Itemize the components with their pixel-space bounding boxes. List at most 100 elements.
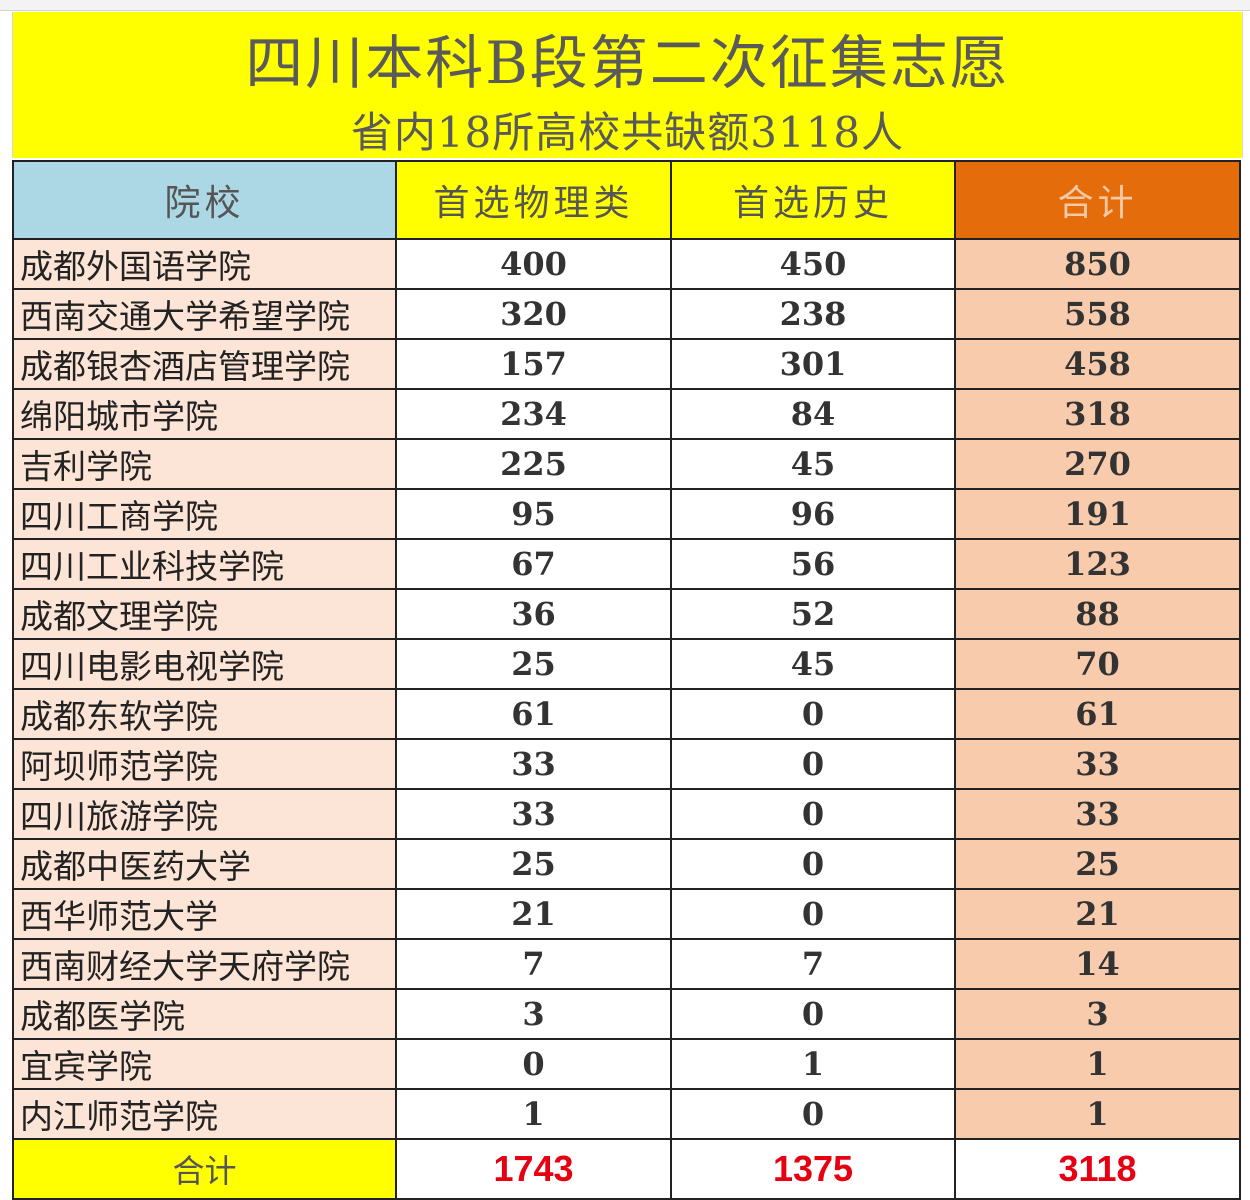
physics-cell[interactable]: 1	[395, 1088, 672, 1140]
total-cell[interactable]: 270	[954, 438, 1241, 490]
summary-row: 合计 1743 1375 3118	[12, 1138, 1241, 1200]
physics-cell[interactable]: 61	[395, 688, 672, 740]
table-row: 绵阳城市学院 234 84 318	[12, 388, 1241, 440]
header-school[interactable]: 院校	[12, 160, 397, 240]
physics-cell[interactable]: 33	[395, 788, 672, 840]
header-physics[interactable]: 首选物理类	[395, 160, 672, 240]
banner-subtitle: 省内18所高校共缺额3118人	[350, 108, 905, 157]
total-cell[interactable]: 21	[954, 888, 1241, 940]
history-cell[interactable]: 450	[670, 238, 956, 290]
physics-cell[interactable]: 157	[395, 338, 672, 390]
banner-title: 四川本科B段第二次征集志愿	[245, 29, 1010, 97]
header-total[interactable]: 合计	[954, 160, 1241, 240]
physics-cell[interactable]: 25	[395, 638, 672, 690]
physics-cell[interactable]: 95	[395, 488, 672, 540]
history-cell[interactable]: 45	[670, 438, 956, 490]
history-cell[interactable]: 1	[670, 1038, 956, 1090]
table-row: 成都银杏酒店管理学院 157 301 458	[12, 338, 1241, 390]
physics-cell[interactable]: 3	[395, 988, 672, 1040]
school-cell[interactable]: 西南财经大学天府学院	[12, 938, 397, 990]
school-cell[interactable]: 绵阳城市学院	[12, 388, 397, 440]
physics-cell[interactable]: 320	[395, 288, 672, 340]
school-cell[interactable]: 吉利学院	[12, 438, 397, 490]
school-cell[interactable]: 成都医学院	[12, 988, 397, 1040]
physics-cell[interactable]: 21	[395, 888, 672, 940]
school-cell[interactable]: 成都外国语学院	[12, 238, 397, 290]
total-cell[interactable]: 3	[954, 988, 1241, 1040]
history-cell[interactable]: 238	[670, 288, 956, 340]
table-row: 成都东软学院 61 0 61	[12, 688, 1241, 740]
table-row: 内江师范学院 1 0 1	[12, 1088, 1241, 1140]
total-cell[interactable]: 33	[954, 788, 1241, 840]
physics-cell[interactable]: 67	[395, 538, 672, 590]
table-row: 吉利学院 225 45 270	[12, 438, 1241, 490]
school-cell[interactable]: 四川旅游学院	[12, 788, 397, 840]
history-cell[interactable]: 301	[670, 338, 956, 390]
total-cell[interactable]: 88	[954, 588, 1241, 640]
table-row: 西南交通大学希望学院 320 238 558	[12, 288, 1241, 340]
physics-cell[interactable]: 25	[395, 838, 672, 890]
title-banner: 四川本科B段第二次征集志愿 省内18所高校共缺额3118人	[12, 12, 1243, 158]
school-cell[interactable]: 西华师范大学	[12, 888, 397, 940]
history-cell[interactable]: 56	[670, 538, 956, 590]
physics-cell[interactable]: 234	[395, 388, 672, 440]
history-cell[interactable]: 0	[670, 888, 956, 940]
physics-cell[interactable]: 400	[395, 238, 672, 290]
school-cell[interactable]: 四川工商学院	[12, 488, 397, 540]
history-cell[interactable]: 7	[670, 938, 956, 990]
total-cell[interactable]: 458	[954, 338, 1241, 390]
physics-cell[interactable]: 33	[395, 738, 672, 790]
school-cell[interactable]: 成都东软学院	[12, 688, 397, 740]
summary-label[interactable]: 合计	[12, 1138, 397, 1200]
school-cell[interactable]: 内江师范学院	[12, 1088, 397, 1140]
table-row: 成都医学院 3 0 3	[12, 988, 1241, 1040]
history-cell[interactable]: 52	[670, 588, 956, 640]
table-row: 四川旅游学院 33 0 33	[12, 788, 1241, 840]
total-cell[interactable]: 318	[954, 388, 1241, 440]
total-cell[interactable]: 25	[954, 838, 1241, 890]
total-cell[interactable]: 850	[954, 238, 1241, 290]
table-row: 四川工业科技学院 67 56 123	[12, 538, 1241, 590]
history-cell[interactable]: 0	[670, 688, 956, 740]
total-cell[interactable]: 123	[954, 538, 1241, 590]
physics-cell[interactable]: 225	[395, 438, 672, 490]
history-cell[interactable]: 0	[670, 1088, 956, 1140]
summary-physics[interactable]: 1743	[395, 1138, 672, 1200]
school-cell[interactable]: 成都文理学院	[12, 588, 397, 640]
school-cell[interactable]: 宜宾学院	[12, 1038, 397, 1090]
total-cell[interactable]: 14	[954, 938, 1241, 990]
total-cell[interactable]: 33	[954, 738, 1241, 790]
table-row: 四川电影电视学院 25 45 70	[12, 638, 1241, 690]
total-cell[interactable]: 1	[954, 1038, 1241, 1090]
table-row: 西华师范大学 21 0 21	[12, 888, 1241, 940]
header-history[interactable]: 首选历史	[670, 160, 956, 240]
total-cell[interactable]: 191	[954, 488, 1241, 540]
table-header-row: 院校 首选物理类 首选历史 合计	[12, 160, 1241, 240]
summary-history[interactable]: 1375	[670, 1138, 956, 1200]
school-cell[interactable]: 四川电影电视学院	[12, 638, 397, 690]
table-row: 成都外国语学院 400 450 850	[12, 238, 1241, 290]
school-cell[interactable]: 四川工业科技学院	[12, 538, 397, 590]
history-cell[interactable]: 45	[670, 638, 956, 690]
total-cell[interactable]: 1	[954, 1088, 1241, 1140]
school-cell[interactable]: 阿坝师范学院	[12, 738, 397, 790]
history-cell[interactable]: 0	[670, 838, 956, 890]
total-cell[interactable]: 558	[954, 288, 1241, 340]
school-cell[interactable]: 成都中医药大学	[12, 838, 397, 890]
total-cell[interactable]: 70	[954, 638, 1241, 690]
history-cell[interactable]: 0	[670, 738, 956, 790]
table-row: 四川工商学院 95 96 191	[12, 488, 1241, 540]
physics-cell[interactable]: 36	[395, 588, 672, 640]
school-cell[interactable]: 成都银杏酒店管理学院	[12, 338, 397, 390]
history-cell[interactable]: 0	[670, 988, 956, 1040]
history-cell[interactable]: 96	[670, 488, 956, 540]
physics-cell[interactable]: 7	[395, 938, 672, 990]
table-body: 成都外国语学院 400 450 850 西南交通大学希望学院 320 238 558 成都银杏酒…	[12, 238, 1241, 1140]
school-cell[interactable]: 西南交通大学希望学院	[12, 288, 397, 340]
physics-cell[interactable]: 0	[395, 1038, 672, 1090]
table-row: 成都中医药大学 25 0 25	[12, 838, 1241, 890]
history-cell[interactable]: 0	[670, 788, 956, 840]
summary-total[interactable]: 3118	[954, 1138, 1241, 1200]
total-cell[interactable]: 61	[954, 688, 1241, 740]
history-cell[interactable]: 84	[670, 388, 956, 440]
